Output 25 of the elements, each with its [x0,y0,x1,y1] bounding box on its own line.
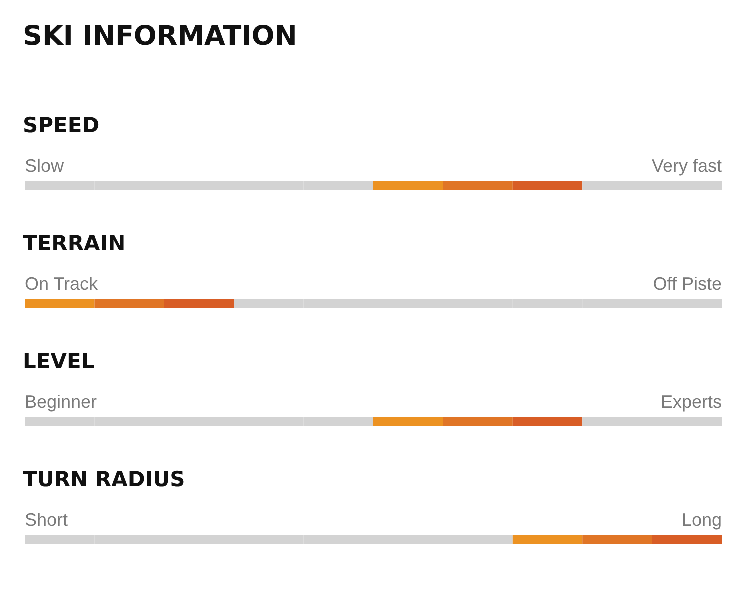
chart-title: SPEED [23,114,100,138]
chart-title: TURN RADIUS [23,468,186,492]
bar [512,182,583,190]
bar [374,182,444,190]
bar [164,300,234,308]
text: Off Piste [653,274,722,294]
text: Beginner [25,392,98,412]
text: Long [682,510,722,530]
text: On Track [25,274,100,294]
chart-title: TERRAIN [23,232,126,256]
text: SKI INFORMATION [23,21,298,52]
text: Slow [25,156,66,176]
bar [94,300,164,308]
bar [443,182,513,190]
bar [512,536,583,544]
text: Very fast [652,156,722,176]
bar [374,418,444,426]
bar [512,418,583,426]
bar [652,536,722,544]
text: Short [25,510,68,530]
text: Experts [660,392,722,412]
bar [582,536,652,544]
bar [25,300,95,308]
chart-title: LEVEL [23,350,95,374]
bar [443,418,513,426]
